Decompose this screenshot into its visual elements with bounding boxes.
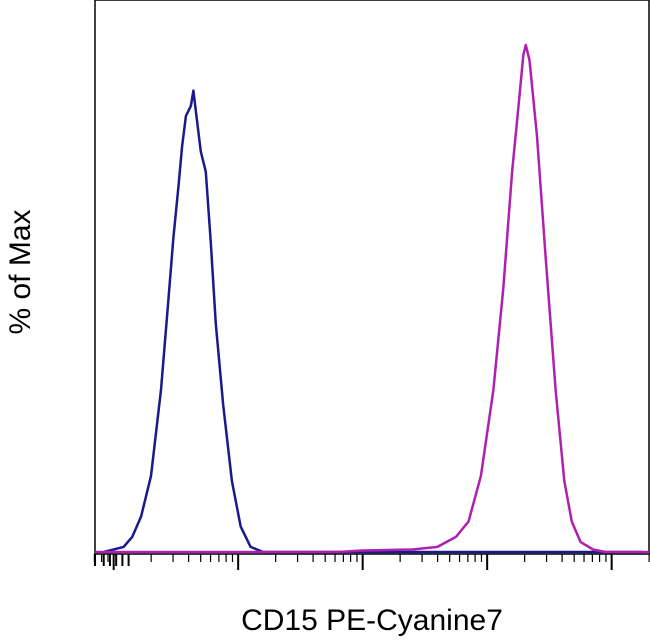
- plot-frame: [94, 0, 650, 555]
- y-axis-label: % of Max: [4, 209, 37, 334]
- x-axis-label: CD15 PE-Cyanine7: [241, 604, 503, 637]
- x-axis-ticks: [93, 554, 650, 570]
- series-line-1: [103, 89, 643, 554]
- series-layer: [95, 43, 649, 554]
- series-line-2: [95, 43, 649, 554]
